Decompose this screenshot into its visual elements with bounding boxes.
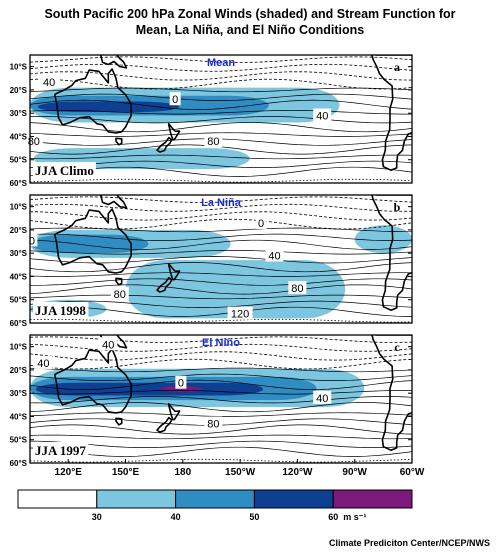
contour-label: 40 — [43, 77, 55, 89]
colorbar-level: 40 — [171, 512, 181, 522]
panel-frame — [29, 334, 413, 464]
contour-label-bg — [255, 215, 267, 229]
panel-letter: c — [394, 340, 400, 354]
lon-label: 150°W — [225, 467, 256, 478]
season-label-bg — [33, 162, 96, 179]
panel-letter: a — [394, 60, 400, 74]
wind-shading-3 — [37, 101, 179, 113]
colorbar-level: 60 — [328, 512, 338, 522]
lat-label: 60°S — [10, 459, 28, 468]
contour-label: 80 — [207, 418, 219, 430]
season-label-bg — [33, 302, 89, 319]
lat-label: 10°S — [10, 203, 28, 212]
lat-label: 30°S — [10, 249, 28, 258]
panel-title: Mean — [207, 57, 235, 69]
contour-label-bg — [24, 134, 43, 148]
contour-label-bg — [26, 233, 38, 247]
contour-label-bg — [313, 390, 332, 404]
colorbar-swatch — [17, 489, 98, 509]
contour-label-bg — [110, 286, 129, 300]
lat-label: 60°S — [10, 179, 28, 188]
season-label-bg — [33, 442, 89, 459]
contour-label-bg — [204, 416, 223, 430]
lat-label: 20°S — [10, 366, 28, 375]
lat-label: 30°S — [10, 109, 28, 118]
stream-function-contours — [30, 336, 412, 463]
lon-label: 150°E — [112, 467, 140, 478]
contour-label: 0 — [29, 235, 35, 247]
lon-label: 180 — [174, 467, 191, 478]
contour-label: 0 — [258, 218, 264, 230]
contour-label: 40 — [316, 111, 328, 123]
contour-label: 80 — [291, 283, 303, 295]
colorbar-level: 50 — [249, 512, 259, 522]
contour-label-bg — [175, 375, 187, 389]
map-panel-b: 0 0 40 80 80 120 10°S 20°S 30°S 40°S 50°S 60°S La Ni… — [10, 194, 413, 328]
season-label: JJA 1998 — [35, 303, 86, 318]
wind-shading-3 — [125, 260, 346, 319]
contour-label-bg — [169, 92, 181, 106]
lat-label: 50°S — [10, 156, 28, 165]
lon-label: 120°W — [282, 467, 313, 478]
stream-function-contours — [30, 196, 412, 323]
panel-frame — [29, 54, 413, 184]
contour-label: 0 — [178, 378, 184, 390]
lat-label: 40°S — [10, 272, 28, 281]
contour-label-bg — [288, 281, 307, 295]
colorbar-swatch — [253, 489, 334, 509]
panel-title: La Niña — [201, 197, 242, 209]
map-panel-a: 40 0 40 80 80 10°S 20°S 30°S 40°S 50°S 60°S Mean a JJ… — [10, 54, 413, 188]
contour-label: 40 — [268, 251, 280, 263]
contour-label-bg — [40, 74, 59, 88]
figure-title: South Pacific 200 hPa Zonal Winds (shade… — [0, 6, 500, 38]
contour-label-bg — [34, 355, 53, 369]
lat-label: 60°S — [10, 319, 28, 328]
lat-label: 40°S — [10, 412, 28, 421]
contour-label: 40 — [37, 358, 49, 370]
lat-label: 20°S — [10, 226, 28, 235]
contour-label-bg — [265, 248, 284, 262]
coastlines — [54, 55, 412, 171]
contour-label: 40 — [316, 393, 328, 405]
contour-label-bg — [313, 108, 332, 122]
map-panel-c: 40 40 0 40 80 10°S 20°S 30°S 40°S 50°S 60°S El Niño… — [10, 334, 413, 468]
title-line-1: South Pacific 200 hPa Zonal Winds (shade… — [44, 7, 456, 21]
title-line-2: Mean, La Niña, and El Niño Conditions — [135, 23, 365, 37]
coastlines — [54, 335, 412, 451]
coastlines — [54, 195, 412, 311]
colorbar-swatch — [332, 489, 413, 509]
lon-label: 60°W — [400, 467, 425, 478]
contour-label: 120 — [231, 309, 249, 321]
season-label: JJA Climo — [35, 163, 94, 178]
lat-label: 10°S — [10, 343, 28, 352]
contour-label: 80 — [28, 136, 40, 148]
lat-label: 40°S — [10, 132, 28, 141]
contour-label-bg — [99, 337, 118, 351]
lat-label: 30°S — [10, 389, 28, 398]
contour-label: 80 — [207, 136, 219, 148]
wind-shading-3 — [35, 382, 264, 396]
colorbar-units: m s⁻¹ — [343, 512, 366, 522]
contour-label: 80 — [114, 289, 126, 301]
contour-label: 40 — [102, 339, 114, 351]
contour-label-bg — [227, 306, 253, 320]
panel-title: El Niño — [202, 337, 240, 349]
lat-label: 20°S — [10, 86, 28, 95]
colorbar-swatch — [175, 489, 255, 509]
panel-letter: b — [394, 200, 401, 214]
contour-label: 0 — [172, 94, 178, 106]
lat-label: 50°S — [10, 296, 28, 305]
colorbar-level: 30 — [92, 512, 102, 522]
season-label: JJA 1997 — [35, 443, 86, 458]
colorbar-swatch — [96, 489, 177, 509]
wind-shading-4 — [354, 225, 412, 254]
lon-label: 120°E — [55, 467, 83, 478]
panel-frame — [29, 194, 413, 324]
credit-text: Climate Prediciton Center/NCEP/NWS — [328, 538, 490, 548]
lat-label: 50°S — [10, 436, 28, 445]
contour-label-bg — [204, 134, 223, 148]
lat-label: 10°S — [10, 63, 28, 72]
lon-label: 90°W — [342, 467, 367, 478]
